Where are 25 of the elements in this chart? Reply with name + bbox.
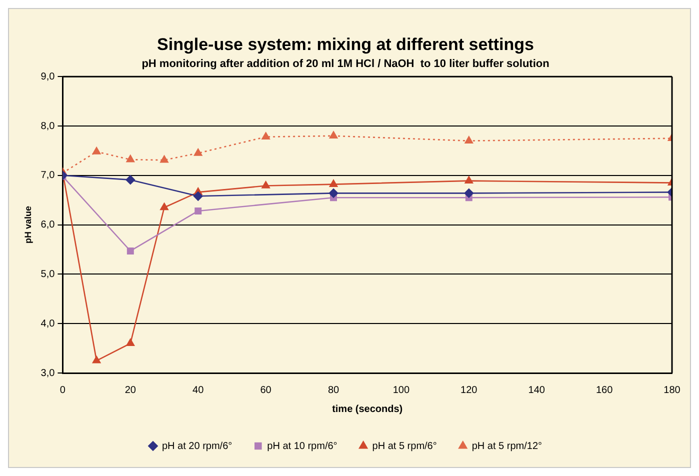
x-tick-label: 40 [192, 384, 204, 396]
y-tick-label: 3,0 [40, 368, 56, 379]
y-axis-title: pH value [22, 206, 33, 244]
legend-label: pH at 5 rpm/12° [472, 440, 542, 452]
y-tick-label: 8,0 [40, 120, 56, 132]
x-axis-title: time (seconds) [332, 404, 403, 415]
x-tick-label: 160 [596, 384, 614, 396]
y-tick-label: 9,0 [40, 71, 56, 82]
legend-label: pH at 10 rpm/6° [267, 440, 338, 452]
x-tick-label: 180 [664, 384, 681, 396]
x-tick-label: 0 [60, 384, 66, 396]
y-tick-label: 6,0 [40, 220, 56, 231]
legend-label: pH at 20 rpm/6° [162, 440, 232, 452]
x-tick-label: 20 [124, 384, 136, 396]
chart-subtitle: pH monitoring after addition of 20 ml 1M HCl / NaOH to 10 liter buffer solution [142, 58, 550, 70]
y-tick-label: 7,0 [40, 170, 56, 182]
x-tick-label: 80 [328, 384, 340, 396]
x-tick-label: 100 [392, 384, 410, 396]
legend-label: pH at 5 rpm/6° [372, 440, 437, 452]
y-tick-label: 5,0 [40, 268, 56, 280]
x-tick-label: 60 [260, 384, 272, 396]
x-tick-label: 140 [528, 384, 546, 396]
x-tick-label: 120 [460, 384, 478, 396]
y-tick-label: 4,0 [40, 318, 56, 330]
chart-title: Single-use system: mixing at different settings [157, 34, 534, 54]
